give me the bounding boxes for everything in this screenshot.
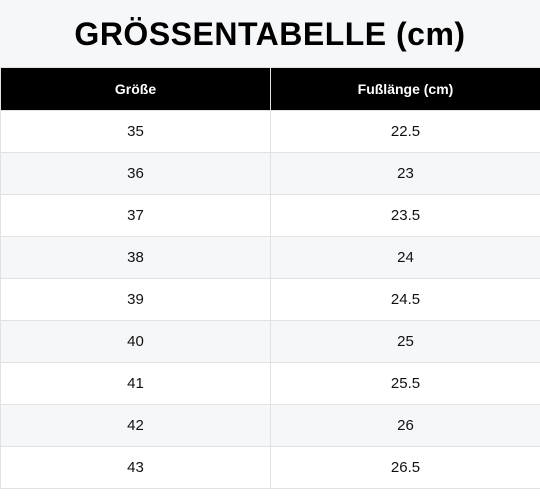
size-cell: 37 — [0, 194, 271, 237]
page-title: GRÖSSENTABELLE (cm) — [74, 16, 466, 52]
foot-length-cell: 22.5 — [270, 110, 540, 153]
size-cell: 39 — [0, 278, 271, 321]
foot-length-cell: 26 — [270, 404, 540, 447]
title-bar: GRÖSSENTABELLE (cm) — [0, 0, 540, 67]
table-row: 38 24 — [0, 236, 540, 279]
size-cell: 41 — [0, 362, 271, 405]
foot-length-cell: 24 — [270, 236, 540, 279]
size-cell: 42 — [0, 404, 271, 447]
size-cell: 40 — [0, 320, 271, 363]
table-row: 37 23.5 — [0, 194, 540, 237]
column-header-foot-length: Fußlänge (cm) — [270, 67, 540, 111]
size-table: Größe Fußlänge (cm) 35 22.5 36 23 37 23.… — [0, 67, 540, 489]
foot-length-cell: 23 — [270, 152, 540, 195]
size-cell: 35 — [0, 110, 271, 153]
table-row: 40 25 — [0, 320, 540, 363]
table-body: 35 22.5 36 23 37 23.5 38 24 39 24.5 40 2… — [0, 110, 540, 489]
table-header: Größe Fußlänge (cm) — [0, 67, 540, 111]
foot-length-cell: 25.5 — [270, 362, 540, 405]
size-cell: 36 — [0, 152, 271, 195]
foot-length-cell: 25 — [270, 320, 540, 363]
foot-length-cell: 24.5 — [270, 278, 540, 321]
size-cell: 38 — [0, 236, 271, 279]
header-row: Größe Fußlänge (cm) — [0, 67, 540, 111]
table-row: 43 26.5 — [0, 446, 540, 489]
size-cell: 43 — [0, 446, 271, 489]
foot-length-cell: 23.5 — [270, 194, 540, 237]
table-row: 35 22.5 — [0, 110, 540, 153]
column-header-size: Größe — [0, 67, 271, 111]
table-row: 39 24.5 — [0, 278, 540, 321]
table-row: 36 23 — [0, 152, 540, 195]
foot-length-cell: 26.5 — [270, 446, 540, 489]
table-row: 42 26 — [0, 404, 540, 447]
table-row: 41 25.5 — [0, 362, 540, 405]
